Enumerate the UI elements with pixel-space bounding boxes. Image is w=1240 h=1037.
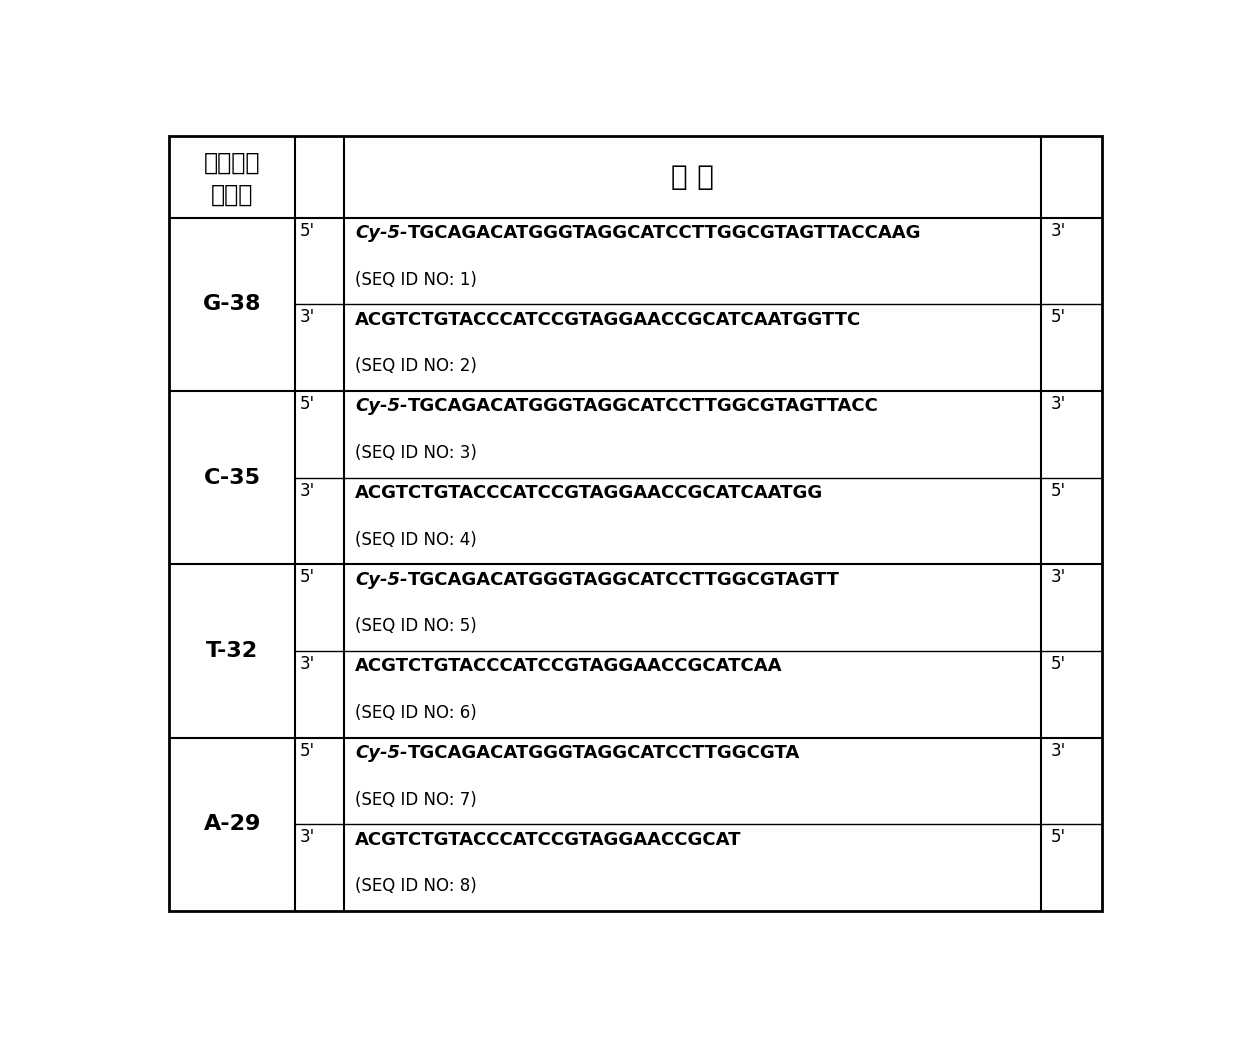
Text: TGCAGACATGGGTAGGCATCCTTGGCGTA: TGCAGACATGGGTAGGCATCCTTGGCGTA (408, 744, 800, 762)
Text: 5': 5' (1050, 308, 1065, 327)
Text: (SEQ ID NO: 7): (SEQ ID NO: 7) (356, 790, 477, 809)
Text: TGCAGACATGGGTAGGCATCCTTGGCGTAGTTACCAAG: TGCAGACATGGGTAGGCATCCTTGGCGTAGTTACCAAG (408, 224, 921, 242)
Text: Cy-5-: Cy-5- (356, 744, 408, 762)
Text: Cy-5-: Cy-5- (356, 397, 408, 416)
Text: 3': 3' (1050, 741, 1066, 760)
Text: ACGTCTGTACCCATCCGTAGGAACCGCAT: ACGTCTGTACCCATCCGTAGGAACCGCAT (356, 831, 742, 848)
Text: 5': 5' (1050, 655, 1065, 673)
Text: (SEQ ID NO: 4): (SEQ ID NO: 4) (356, 531, 477, 549)
Text: TGCAGACATGGGTAGGCATCCTTGGCGTAGTTACC: TGCAGACATGGGTAGGCATCCTTGGCGTAGTTACC (408, 397, 879, 416)
Text: T-32: T-32 (206, 641, 258, 661)
Text: 3': 3' (300, 308, 315, 327)
Text: C-35: C-35 (203, 468, 260, 487)
Text: (SEQ ID NO: 6): (SEQ ID NO: 6) (356, 704, 477, 722)
Text: 3': 3' (300, 655, 315, 673)
Text: A-29: A-29 (203, 814, 262, 835)
Text: G-38: G-38 (203, 295, 262, 314)
Text: 3': 3' (1050, 395, 1066, 413)
Text: 3': 3' (300, 829, 315, 846)
Text: (SEQ ID NO: 8): (SEQ ID NO: 8) (356, 877, 477, 895)
Text: 3': 3' (1050, 222, 1066, 240)
Text: 5': 5' (300, 568, 315, 586)
Text: (SEQ ID NO: 3): (SEQ ID NO: 3) (356, 444, 477, 461)
Text: 5': 5' (1050, 829, 1065, 846)
Text: ACGTCTGTACCCATCCGTAGGAACCGCATCAATGG: ACGTCTGTACCCATCCGTAGGAACCGCATCAATGG (356, 484, 823, 502)
Text: Cy-5-: Cy-5- (356, 570, 408, 589)
Text: TGCAGACATGGGTAGGCATCCTTGGCGTAGTT: TGCAGACATGGGTAGGCATCCTTGGCGTAGTT (408, 570, 839, 589)
Text: Cy-5-: Cy-5- (356, 224, 408, 242)
Text: 双链体: 双链体 (211, 183, 253, 206)
Text: 5': 5' (300, 741, 315, 760)
Text: 5': 5' (1050, 482, 1065, 500)
Text: 寡核苷酸: 寡核苷酸 (205, 150, 260, 174)
Text: (SEQ ID NO: 1): (SEQ ID NO: 1) (356, 271, 477, 288)
Text: (SEQ ID NO: 2): (SEQ ID NO: 2) (356, 358, 477, 375)
Text: (SEQ ID NO: 5): (SEQ ID NO: 5) (356, 617, 477, 636)
Text: ACGTCTGTACCCATCCGTAGGAACCGCATCAATGGTTC: ACGTCTGTACCCATCCGTAGGAACCGCATCAATGGTTC (356, 311, 862, 329)
Text: ACGTCTGTACCCATCCGTAGGAACCGCATCAA: ACGTCTGTACCCATCCGTAGGAACCGCATCAA (356, 657, 782, 675)
Text: 3': 3' (300, 482, 315, 500)
Text: 5': 5' (300, 222, 315, 240)
Text: 3': 3' (1050, 568, 1066, 586)
Text: 5': 5' (300, 395, 315, 413)
Text: 引 物: 引 物 (671, 163, 714, 191)
